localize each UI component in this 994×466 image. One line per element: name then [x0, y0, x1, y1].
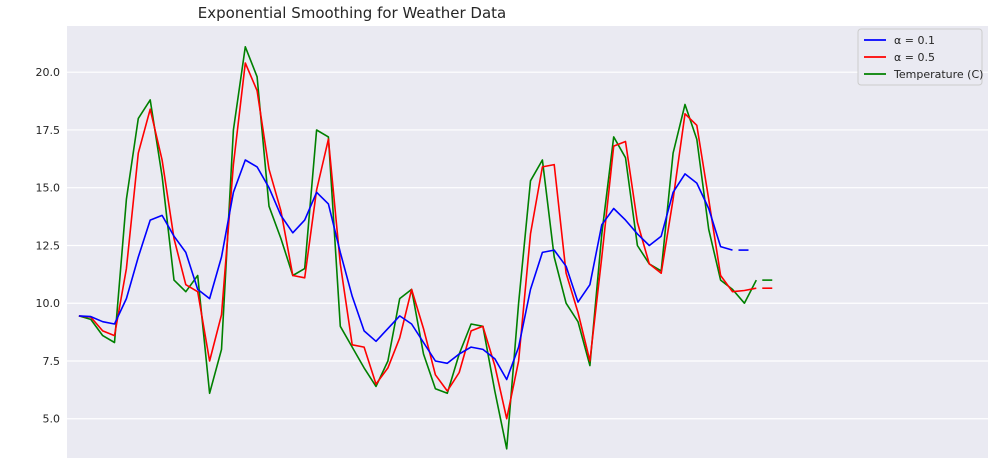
plot-area — [67, 26, 988, 458]
series-line-0 — [78, 159, 733, 381]
series-lines — [78, 46, 773, 450]
y-tick-label: 20.0 — [36, 66, 61, 79]
legend-label: α = 0.5 — [894, 51, 935, 64]
y-tick-label: 5.0 — [43, 413, 61, 426]
legend-label: Temperature (C) — [893, 68, 983, 81]
legend: α = 0.1 α = 0.5 Temperature (C) — [857, 28, 983, 86]
y-tick-label: 10.0 — [36, 297, 61, 310]
y-tick-label: 15.0 — [36, 182, 61, 195]
y-tick-label: 12.5 — [36, 239, 61, 252]
chart-title: Exponential Smoothing for Weather Data — [198, 4, 506, 22]
legend-box — [857, 28, 983, 86]
y-tick-label: 7.5 — [43, 355, 61, 368]
y-axis-ticks: 5.0 7.5 10.0 12.5 15.0 17.5 20.0 — [36, 66, 61, 426]
series-line-2 — [78, 46, 758, 450]
series-line-1 — [78, 62, 757, 420]
legend-label: α = 0.1 — [894, 34, 935, 47]
y-tick-label: 17.5 — [36, 124, 61, 137]
